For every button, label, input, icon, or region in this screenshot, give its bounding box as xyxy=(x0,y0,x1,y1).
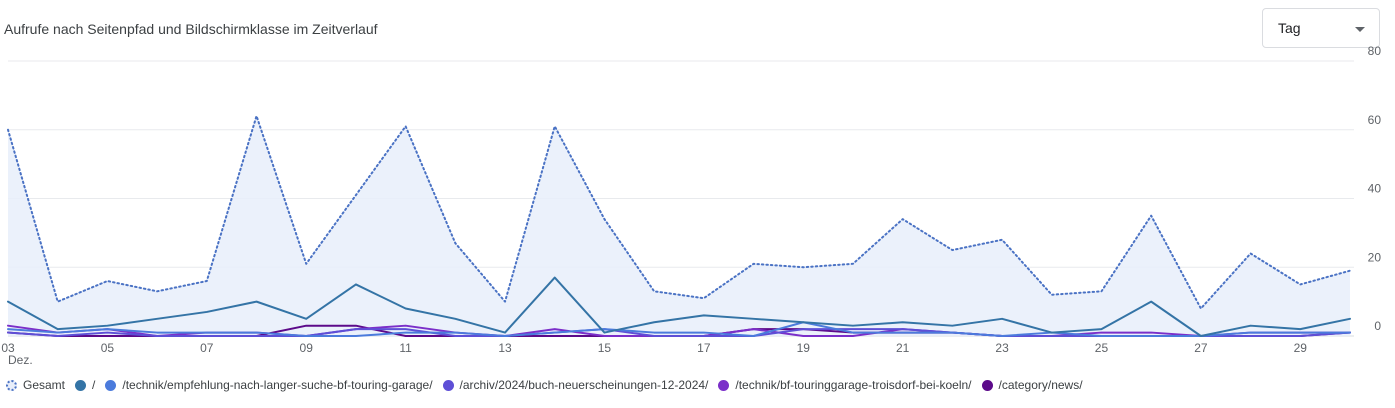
legend-item-5[interactable]: /category/news/ xyxy=(981,378,1083,392)
legend-item-1[interactable]: / xyxy=(75,378,95,392)
series-lines xyxy=(7,115,1351,337)
x-tick-label: 11 xyxy=(399,341,412,355)
legend-label: /technik/empfehlung-nach-langer-suche-bf… xyxy=(122,378,433,392)
legend-swatch-icon xyxy=(6,379,17,391)
x-tick-label: 03 xyxy=(1,341,15,355)
line-chart: 0 20 40 60 80 03 05 07 09 11 13 15 17 19 21 23 25 27 29 De… xyxy=(1,44,1382,367)
area-gesamt xyxy=(8,116,1350,336)
legend-swatch-icon xyxy=(105,379,117,391)
legend-label: /technik/bf-touringgarage-troisdorf-bei-… xyxy=(735,378,972,392)
x-tick-label: 25 xyxy=(1095,341,1109,355)
legend-swatch-icon xyxy=(75,379,87,391)
legend-item-2[interactable]: /technik/empfehlung-nach-langer-suche-bf… xyxy=(105,378,433,392)
x-tick-label: 09 xyxy=(300,341,314,355)
granularity-dropdown-value: Tag xyxy=(1278,20,1301,36)
legend-label: / xyxy=(92,378,96,392)
total-area xyxy=(8,116,1350,336)
y-tick-label: 60 xyxy=(1368,113,1382,127)
x-tick-label: 23 xyxy=(995,341,1009,355)
x-tick-label: 21 xyxy=(896,341,910,355)
legend-item-4[interactable]: /technik/bf-touringgarage-troisdorf-bei-… xyxy=(718,378,972,392)
series-line-2 xyxy=(7,321,1351,337)
y-tick-label: 20 xyxy=(1368,250,1382,264)
x-tick-label: 27 xyxy=(1194,341,1208,355)
legend-swatch-icon xyxy=(442,379,454,391)
legend-label: Gesamt xyxy=(23,378,66,392)
x-tick-label: 05 xyxy=(101,341,115,355)
chart-title: Aufrufe nach Seitenpfad und Bildschirmkl… xyxy=(4,21,378,37)
series-line-0 xyxy=(7,115,1351,310)
legend-label: /archiv/2024/buch-neuerscheinungen-12-20… xyxy=(459,378,709,392)
x-axis-ticks: 03 05 07 09 11 13 15 17 19 21 23 25 27 29 Dez. xyxy=(1,341,1307,367)
granularity-dropdown[interactable]: Tag xyxy=(1262,8,1380,48)
y-tick-label: 0 xyxy=(1374,319,1381,333)
x-tick-label: 19 xyxy=(797,341,811,355)
chevron-down-icon xyxy=(1355,27,1365,32)
legend-item-0[interactable]: Gesamt xyxy=(6,378,65,392)
x-tick-label: 17 xyxy=(697,341,711,355)
legend-swatch-icon xyxy=(718,379,730,391)
x-tick-label: 15 xyxy=(598,341,612,355)
legend-swatch-icon xyxy=(981,379,993,391)
y-tick-label: 80 xyxy=(1368,44,1382,58)
chart-legend: Gesamt / /technik/empfehlung-nach-langer-s… xyxy=(6,378,1093,392)
y-axis-ticks: 0 20 40 60 80 xyxy=(1368,44,1382,333)
x-tick-label: 07 xyxy=(200,341,214,355)
x-tick-sublabel: Dez. xyxy=(8,353,33,367)
series-line-1 xyxy=(7,276,1351,337)
x-tick-label: 29 xyxy=(1294,341,1308,355)
legend-item-3[interactable]: /archiv/2024/buch-neuerscheinungen-12-20… xyxy=(442,378,709,392)
x-tick-label: 13 xyxy=(498,341,512,355)
legend-label: /category/news/ xyxy=(998,378,1083,392)
y-tick-label: 40 xyxy=(1368,182,1382,196)
